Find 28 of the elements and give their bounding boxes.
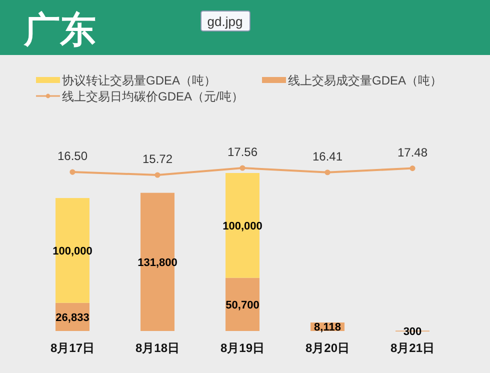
- legend-label: 线上交易日均碳价GDEA（元/吨）: [62, 90, 244, 104]
- x-tick-label: 8月18日: [135, 341, 180, 355]
- point: [70, 169, 76, 175]
- data-label: 100,000: [52, 245, 92, 258]
- x-tick-label: 8月19日: [220, 341, 265, 355]
- bar: [226, 278, 260, 331]
- data-label: 26,833: [56, 312, 90, 324]
- data-label: 16.50: [57, 149, 88, 164]
- text: gd.jpg: [207, 14, 243, 29]
- data-label: 17.56: [227, 145, 258, 159]
- legend-label: 协议转让交易量GDEA（吨）: [62, 74, 216, 88]
- x-tick-label: 8月21日: [390, 341, 435, 355]
- point: [410, 166, 416, 172]
- x-tick-label: 8月17日: [50, 341, 95, 355]
- data-label: 300: [403, 326, 422, 338]
- data-label: 50,700: [226, 299, 260, 312]
- point: [240, 165, 246, 171]
- legend-label: 线上交易成交量GDEA（吨）: [288, 74, 442, 88]
- point: [154, 172, 160, 178]
- x-tick-label: 8月20日: [305, 341, 350, 355]
- chart-title: 广东: [23, 9, 96, 50]
- data-label: 17.48: [397, 145, 428, 160]
- point: [324, 170, 330, 176]
- data-label: 8,118: [314, 322, 341, 334]
- data-label: 100,000: [222, 220, 262, 232]
- data-label: 16.41: [312, 149, 343, 164]
- data-label: 15.72: [142, 152, 173, 166]
- data-label: 131,800: [138, 256, 178, 269]
